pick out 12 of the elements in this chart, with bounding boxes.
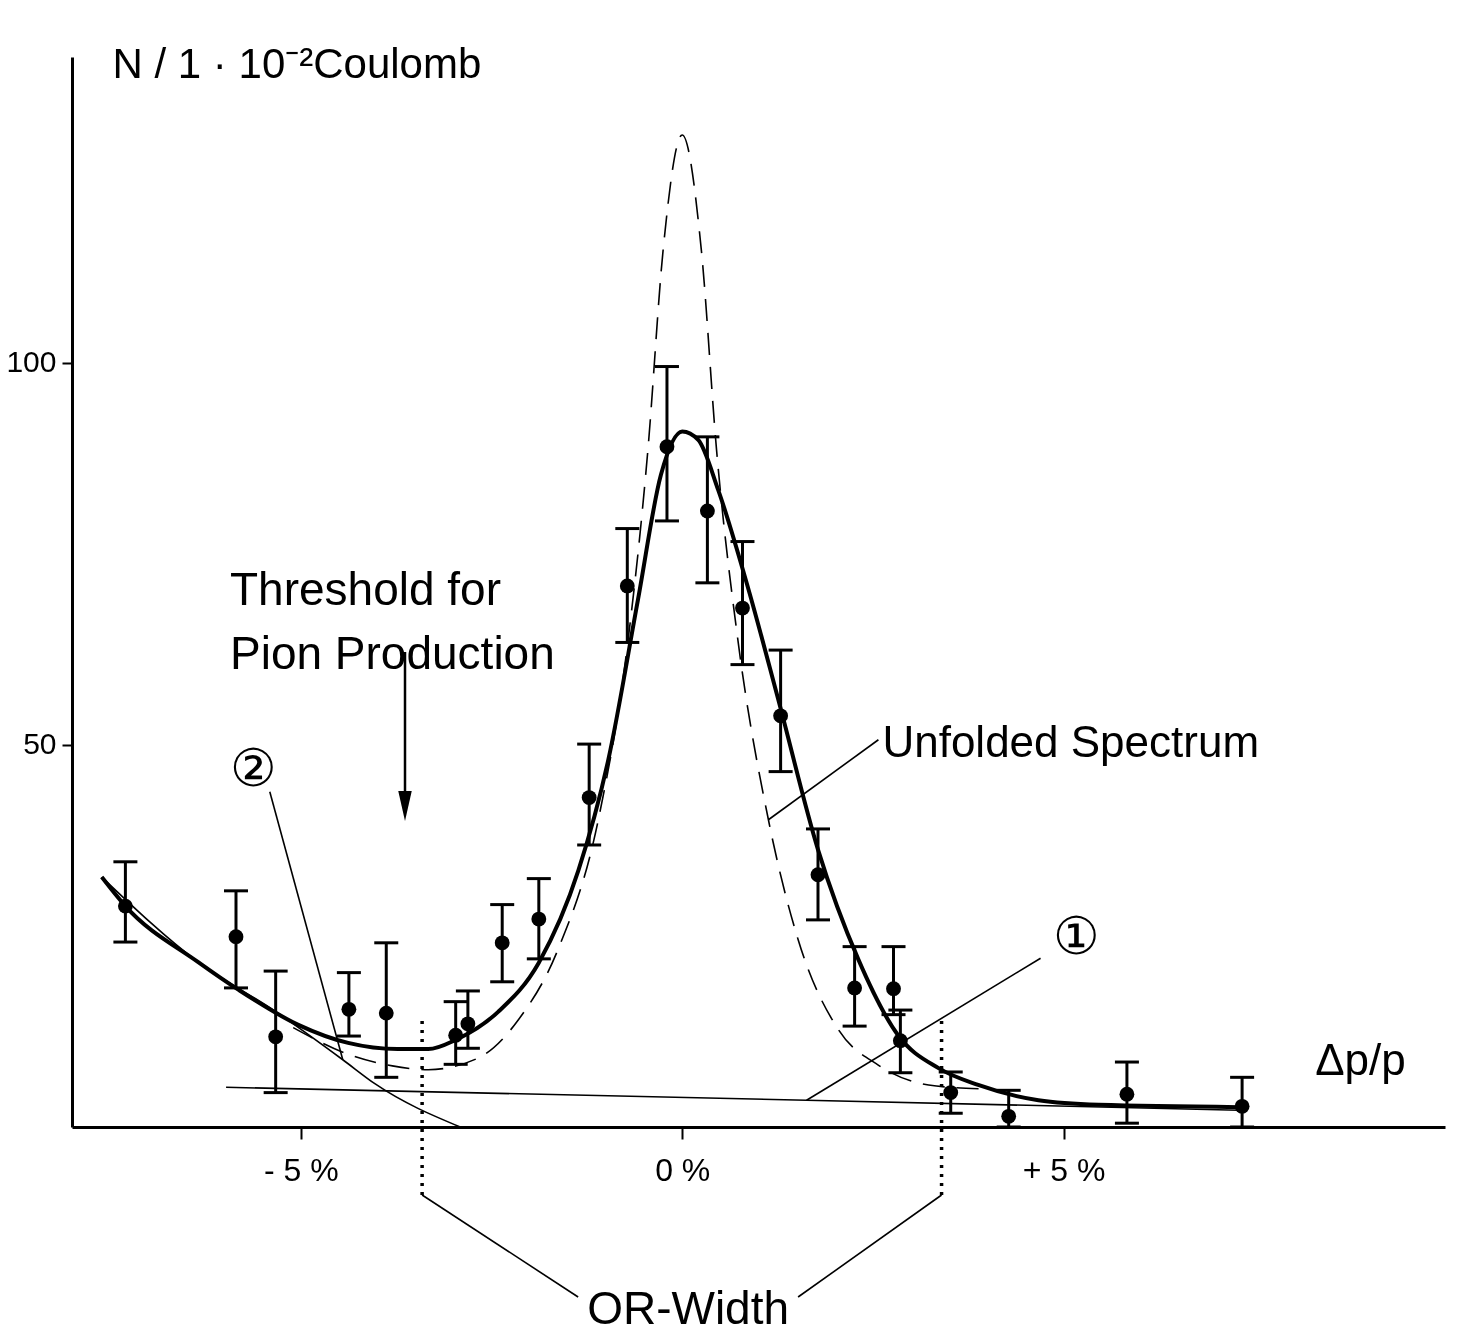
- x-axis-title: Δp/p: [1315, 1034, 1406, 1084]
- y-tick-label: 100: [6, 345, 57, 379]
- ref-line-label: OR-Width: [587, 1282, 790, 1334]
- x-tick-label: + 5 %: [1022, 1151, 1106, 1188]
- x-tick-label: 0 %: [655, 1151, 711, 1188]
- text: ②: [230, 738, 278, 797]
- x-tick-label: - 5 %: [263, 1151, 339, 1188]
- y-axis-title: N / 1 · 10⁻²Coulomb: [112, 39, 482, 87]
- text: Unfolded Spectrum: [882, 716, 1260, 766]
- annotation: Threshold for Pion Production: [230, 563, 555, 679]
- y-tick-label: 50: [23, 727, 57, 761]
- text: ①: [1053, 907, 1101, 966]
